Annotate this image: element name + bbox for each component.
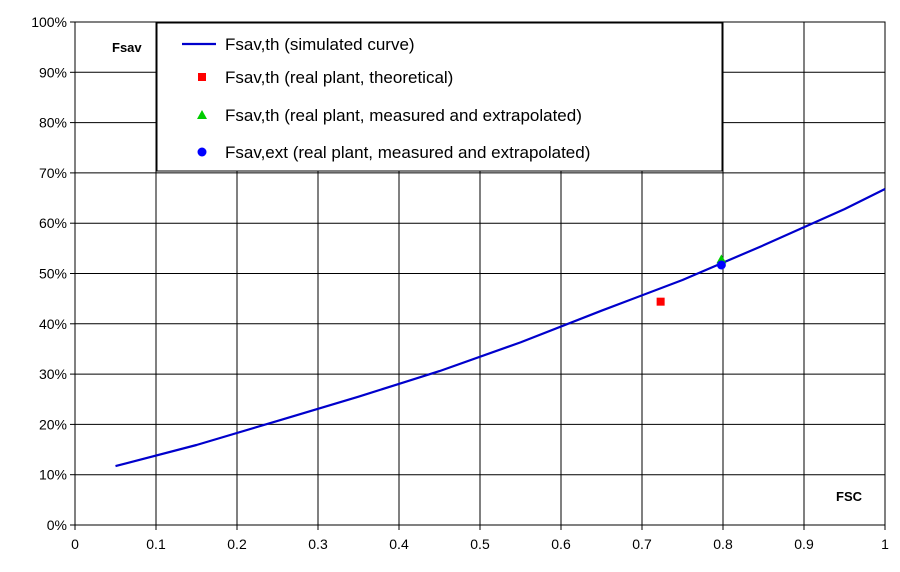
y-tick-label: 80% xyxy=(39,115,67,131)
y-tick-label: 90% xyxy=(39,64,67,80)
y-axis-label: Fsav xyxy=(112,40,142,55)
x-tick-label: 0.8 xyxy=(713,536,733,552)
x-tick-label: 0.5 xyxy=(470,536,490,552)
legend-entry-label: Fsav,th (real plant, theoretical) xyxy=(225,68,453,87)
x-axis-label: FSC xyxy=(836,489,863,504)
legend-items: Fsav,th (simulated curve) Fsav,th (real p… xyxy=(182,35,590,162)
y-tick-label: 30% xyxy=(39,366,67,382)
y-tick-label: 100% xyxy=(31,14,67,30)
x-tick-label: 0.4 xyxy=(389,536,409,552)
x-tick-label: 0.2 xyxy=(227,536,247,552)
legend-circle-swatch xyxy=(197,147,207,157)
legend-entry-label: Fsav,th (real plant, measured and extrap… xyxy=(225,106,582,125)
x-tick-label: 0.6 xyxy=(551,536,571,552)
y-tick-label: 20% xyxy=(39,416,67,432)
legend-entry-label: Fsav,th (simulated curve) xyxy=(225,35,415,54)
x-tick-label: 0.9 xyxy=(794,536,814,552)
x-tick-label: 0.3 xyxy=(308,536,328,552)
y-tick-label: 60% xyxy=(39,215,67,231)
legend-entry-label: Fsav,ext (real plant, measured and extra… xyxy=(225,143,590,162)
data-point-square xyxy=(656,297,665,306)
legend-triangle-swatch xyxy=(197,110,207,119)
y-tick-label: 70% xyxy=(39,165,67,181)
y-tick-label: 40% xyxy=(39,316,67,332)
legend-square-swatch xyxy=(198,73,206,81)
x-tick-label: 0.7 xyxy=(632,536,652,552)
legend: Fsav,th (simulated curve) Fsav,th (real p… xyxy=(156,22,723,172)
data-point-circle xyxy=(716,260,726,270)
series-line-simulated-curve xyxy=(115,188,886,468)
y-tick-label: 50% xyxy=(39,266,67,282)
tick-layer: 0 0.1 0.2 0.3 0.4 0.5 0.6 0.7 0.8 0.9 10%10%20%30%… xyxy=(31,14,889,552)
x-tick-label: 0.1 xyxy=(146,536,166,552)
y-tick-label: 10% xyxy=(39,467,67,483)
x-tick-label: 0 xyxy=(71,536,79,552)
data-point-triangle xyxy=(716,254,727,264)
x-tick-label: 1 xyxy=(881,536,889,552)
series-layer xyxy=(115,188,886,468)
legend-box xyxy=(156,22,723,172)
y-tick-label: 0% xyxy=(47,517,67,533)
